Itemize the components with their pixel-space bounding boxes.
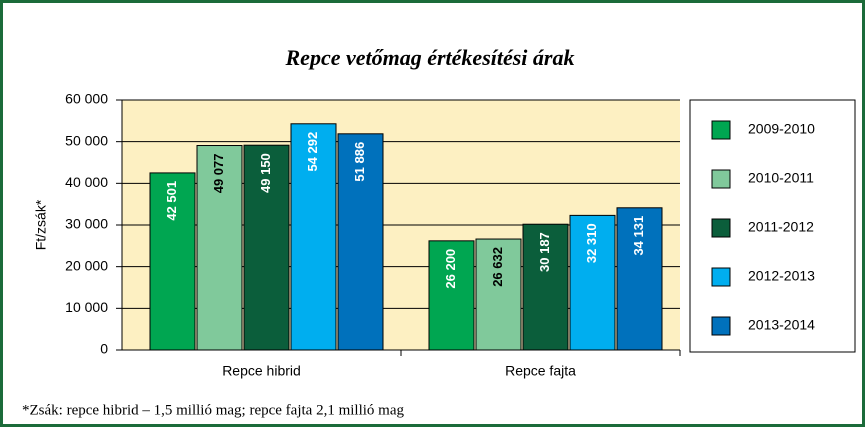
value-label: 26 200 xyxy=(443,249,458,289)
y-tick-label: 20 000 xyxy=(65,257,108,273)
legend-swatch xyxy=(711,218,731,238)
footnote: *Zsák: repce hibrid – 1,5 millió mag; re… xyxy=(22,402,404,418)
bar xyxy=(337,133,384,351)
value-label: 51 886 xyxy=(352,142,367,182)
bar xyxy=(475,238,522,351)
bar xyxy=(243,144,290,351)
y-axis-label: Ft/zsák* xyxy=(33,199,49,250)
bar xyxy=(616,207,663,351)
y-tick-label: 50 000 xyxy=(65,132,108,148)
bar xyxy=(522,223,569,351)
legend-label: 2012-2013 xyxy=(748,268,815,284)
value-label: 54 292 xyxy=(305,132,320,172)
y-tick-label: 10 000 xyxy=(65,299,108,315)
x-tick-label: Repce fajta xyxy=(505,363,576,379)
bar xyxy=(428,240,475,351)
legend-label: 2009-2010 xyxy=(748,121,815,137)
legend-swatch xyxy=(711,120,731,140)
value-label: 49 077 xyxy=(211,154,226,194)
legend-label: 2013-2014 xyxy=(748,317,815,333)
value-label: 49 150 xyxy=(258,153,273,193)
legend-swatch xyxy=(711,316,731,336)
legend-label: 2011-2012 xyxy=(748,219,814,235)
legend-label: 2010-2011 xyxy=(748,170,814,186)
value-label: 34 131 xyxy=(631,216,646,256)
y-tick-label: 40 000 xyxy=(65,174,108,190)
y-tick-label: 60 000 xyxy=(65,91,108,107)
y-tick-label: 0 xyxy=(100,341,108,357)
value-label: 30 187 xyxy=(537,232,552,272)
x-tick-label: Repce hibrid xyxy=(222,363,301,379)
value-label: 42 501 xyxy=(164,181,179,221)
bar xyxy=(149,172,196,351)
bar xyxy=(196,145,243,351)
legend-swatch xyxy=(711,169,731,189)
y-tick-label: 30 000 xyxy=(65,216,108,232)
bar xyxy=(569,214,616,351)
chart-title: Repce vetőmag értékesítési árak xyxy=(285,45,575,70)
value-label: 32 310 xyxy=(584,223,599,263)
value-label: 26 632 xyxy=(490,247,505,287)
legend-swatch xyxy=(711,267,731,287)
